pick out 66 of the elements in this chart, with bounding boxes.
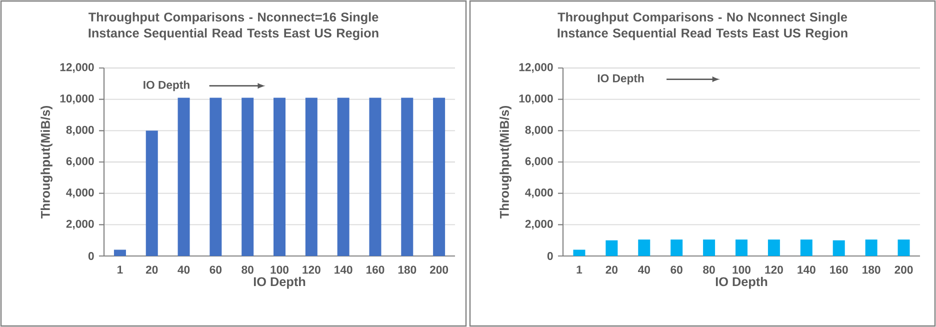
x-axis-title: IO Depth [716,276,768,289]
bar [638,240,650,256]
bar [800,240,812,256]
x-tick-label: 200 [430,266,448,274]
bar [573,250,586,256]
y-axis-title: Throughput(MiB/s) [40,106,52,218]
x-tick-label: 20 [606,266,618,274]
x-tick-label: 40 [638,266,650,274]
bar [832,240,845,256]
bar [433,98,446,256]
y-tick-label: 2,000 [66,220,94,230]
y-tick-label: 10,000 [60,94,94,104]
x-tick-label: 1 [576,266,582,274]
bar [670,240,683,256]
x-tick-label: 80 [242,266,254,274]
bar [114,250,126,256]
x-tick-label: 60 [670,266,682,274]
x-tick-label: 120 [765,266,783,274]
x-tick-label: 100 [270,266,288,274]
x-tick-label: 180 [862,266,880,274]
x-tick-label: 40 [178,266,190,274]
annotation: IO Depth [144,80,190,92]
bar [146,130,158,256]
x-tick-label: 200 [894,266,913,274]
y-tick-label: 12,000 [519,63,553,73]
y-tick-label: 6,000 [525,157,553,167]
bar [274,98,286,256]
bar [337,98,350,256]
y-tick-label: 8,000 [66,126,94,136]
bar [865,240,878,256]
annotation: IO Depth [598,74,644,85]
bar [898,240,910,256]
x-tick-label: 120 [302,266,320,274]
x-tick-label: 80 [703,266,715,274]
y-tick-label: 12,000 [60,63,94,73]
bar [606,240,618,256]
y-tick-label: 4,000 [66,188,94,198]
bar [210,98,222,256]
bar [401,98,414,256]
y-tick-label: 0 [547,252,553,260]
y-tick-label: 2,000 [525,220,553,230]
y-tick-label: 8,000 [525,126,553,136]
chart-title: Throughput Comparisons - Nconnect=16 Single Instance Sequential Read Tests East US Region [88,12,378,40]
x-tick-label: 180 [398,266,416,274]
x-tick-label: 60 [210,266,222,274]
y-tick-label: 6,000 [66,157,94,167]
bar [305,98,318,256]
bar [703,240,716,256]
chart-title: Throughput Comparisons - No Nconnect Single Instance Sequential Read Tests East US Region [558,12,848,40]
y-tick-label: 0 [88,252,94,260]
x-axis-title: IO Depth [254,276,306,289]
x-tick-label: 100 [732,266,750,274]
y-tick-label: 4,000 [525,188,553,198]
x-tick-label: 140 [334,266,352,274]
x-tick-label: 140 [798,266,816,274]
bar [768,240,780,256]
bar [242,98,254,256]
x-tick-label: 1 [118,266,123,274]
x-tick-label: 160 [366,266,384,274]
bar [178,98,190,256]
bar [369,98,382,256]
y-axis-title: Throughput(MiB/s) [500,106,512,218]
x-tick-label: 20 [146,266,158,274]
y-tick-label: 10,000 [519,94,553,104]
x-tick-label: 160 [830,266,848,274]
bar [736,240,748,256]
